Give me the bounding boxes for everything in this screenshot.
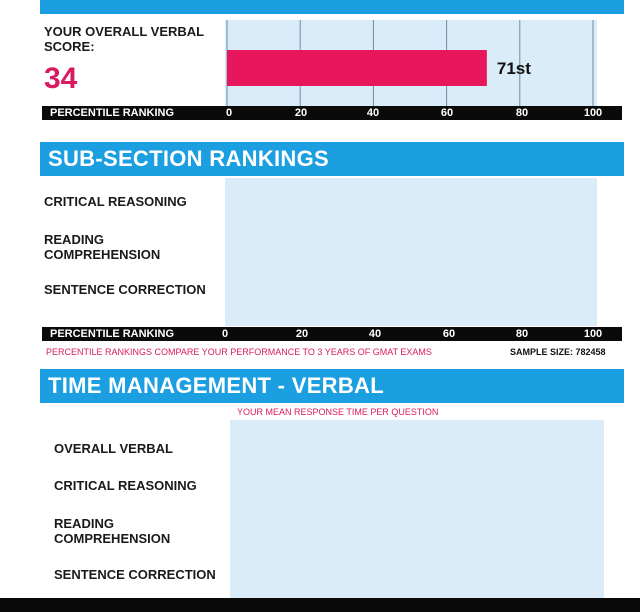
subsection-sample-size: SAMPLE SIZE: 782458 <box>510 347 606 357</box>
time-header: TIME MANAGEMENT - VERBAL <box>40 369 624 403</box>
overall-tick-40: 40 <box>366 107 380 119</box>
overall-tick-0: 0 <box>225 107 233 119</box>
overall-tick-60: 60 <box>440 107 454 119</box>
subsection-footnote: PERCENTILE RANKINGS COMPARE YOUR PERFORM… <box>46 347 432 357</box>
subsection-label-reading-comprehension: READING COMPREHENSION <box>44 232 161 262</box>
overall-bar-0 <box>227 50 487 86</box>
subsection-panel <box>225 178 597 326</box>
top-header-strip <box>40 0 624 14</box>
subsection-axis-title: PERCENTILE RANKING <box>50 328 175 340</box>
subsection-tick-20: 20 <box>295 328 309 340</box>
bottom-black-bar <box>0 598 640 612</box>
subsection-header: SUB-SECTION RANKINGS <box>40 142 624 176</box>
subsection-axis-bar: PERCENTILE RANKING 0 20 40 60 80 100 <box>42 327 622 341</box>
subsection-tick-60: 60 <box>442 328 456 340</box>
subsection-tick-100: 100 <box>583 328 603 340</box>
overall-value-label-0: 71st <box>497 59 531 78</box>
time-panel <box>230 420 604 600</box>
subsection-tick-40: 40 <box>368 328 382 340</box>
time-subtitle: YOUR MEAN RESPONSE TIME PER QUESTION <box>237 407 439 417</box>
subsection-tick-0: 0 <box>221 328 229 340</box>
overall-axis-title: PERCENTILE RANKING <box>50 107 175 119</box>
overall-score-value: 34 <box>44 62 78 95</box>
overall-tick-80: 80 <box>515 107 529 119</box>
subsection-label-critical-reasoning: CRITICAL REASONING <box>44 194 187 209</box>
subsection-label-sentence-correction: SENTENCE CORRECTION <box>44 282 206 297</box>
overall-tick-100: 100 <box>583 107 603 119</box>
time-label-sentence-correction: SENTENCE CORRECTION <box>54 567 216 582</box>
time-label-overall-verbal: OVERALL VERBAL <box>54 441 173 456</box>
time-label-critical-reasoning: CRITICAL REASONING <box>54 478 197 493</box>
overall-score-label: YOUR OVERALL VERBAL SCORE: <box>44 24 204 54</box>
overall-tick-20: 20 <box>294 107 308 119</box>
time-label-reading-comprehension: READING COMPREHENSION <box>54 516 171 546</box>
overall-axis-bar: PERCENTILE RANKING 0 20 40 60 80 100 <box>42 106 622 120</box>
subsection-tick-80: 80 <box>515 328 529 340</box>
